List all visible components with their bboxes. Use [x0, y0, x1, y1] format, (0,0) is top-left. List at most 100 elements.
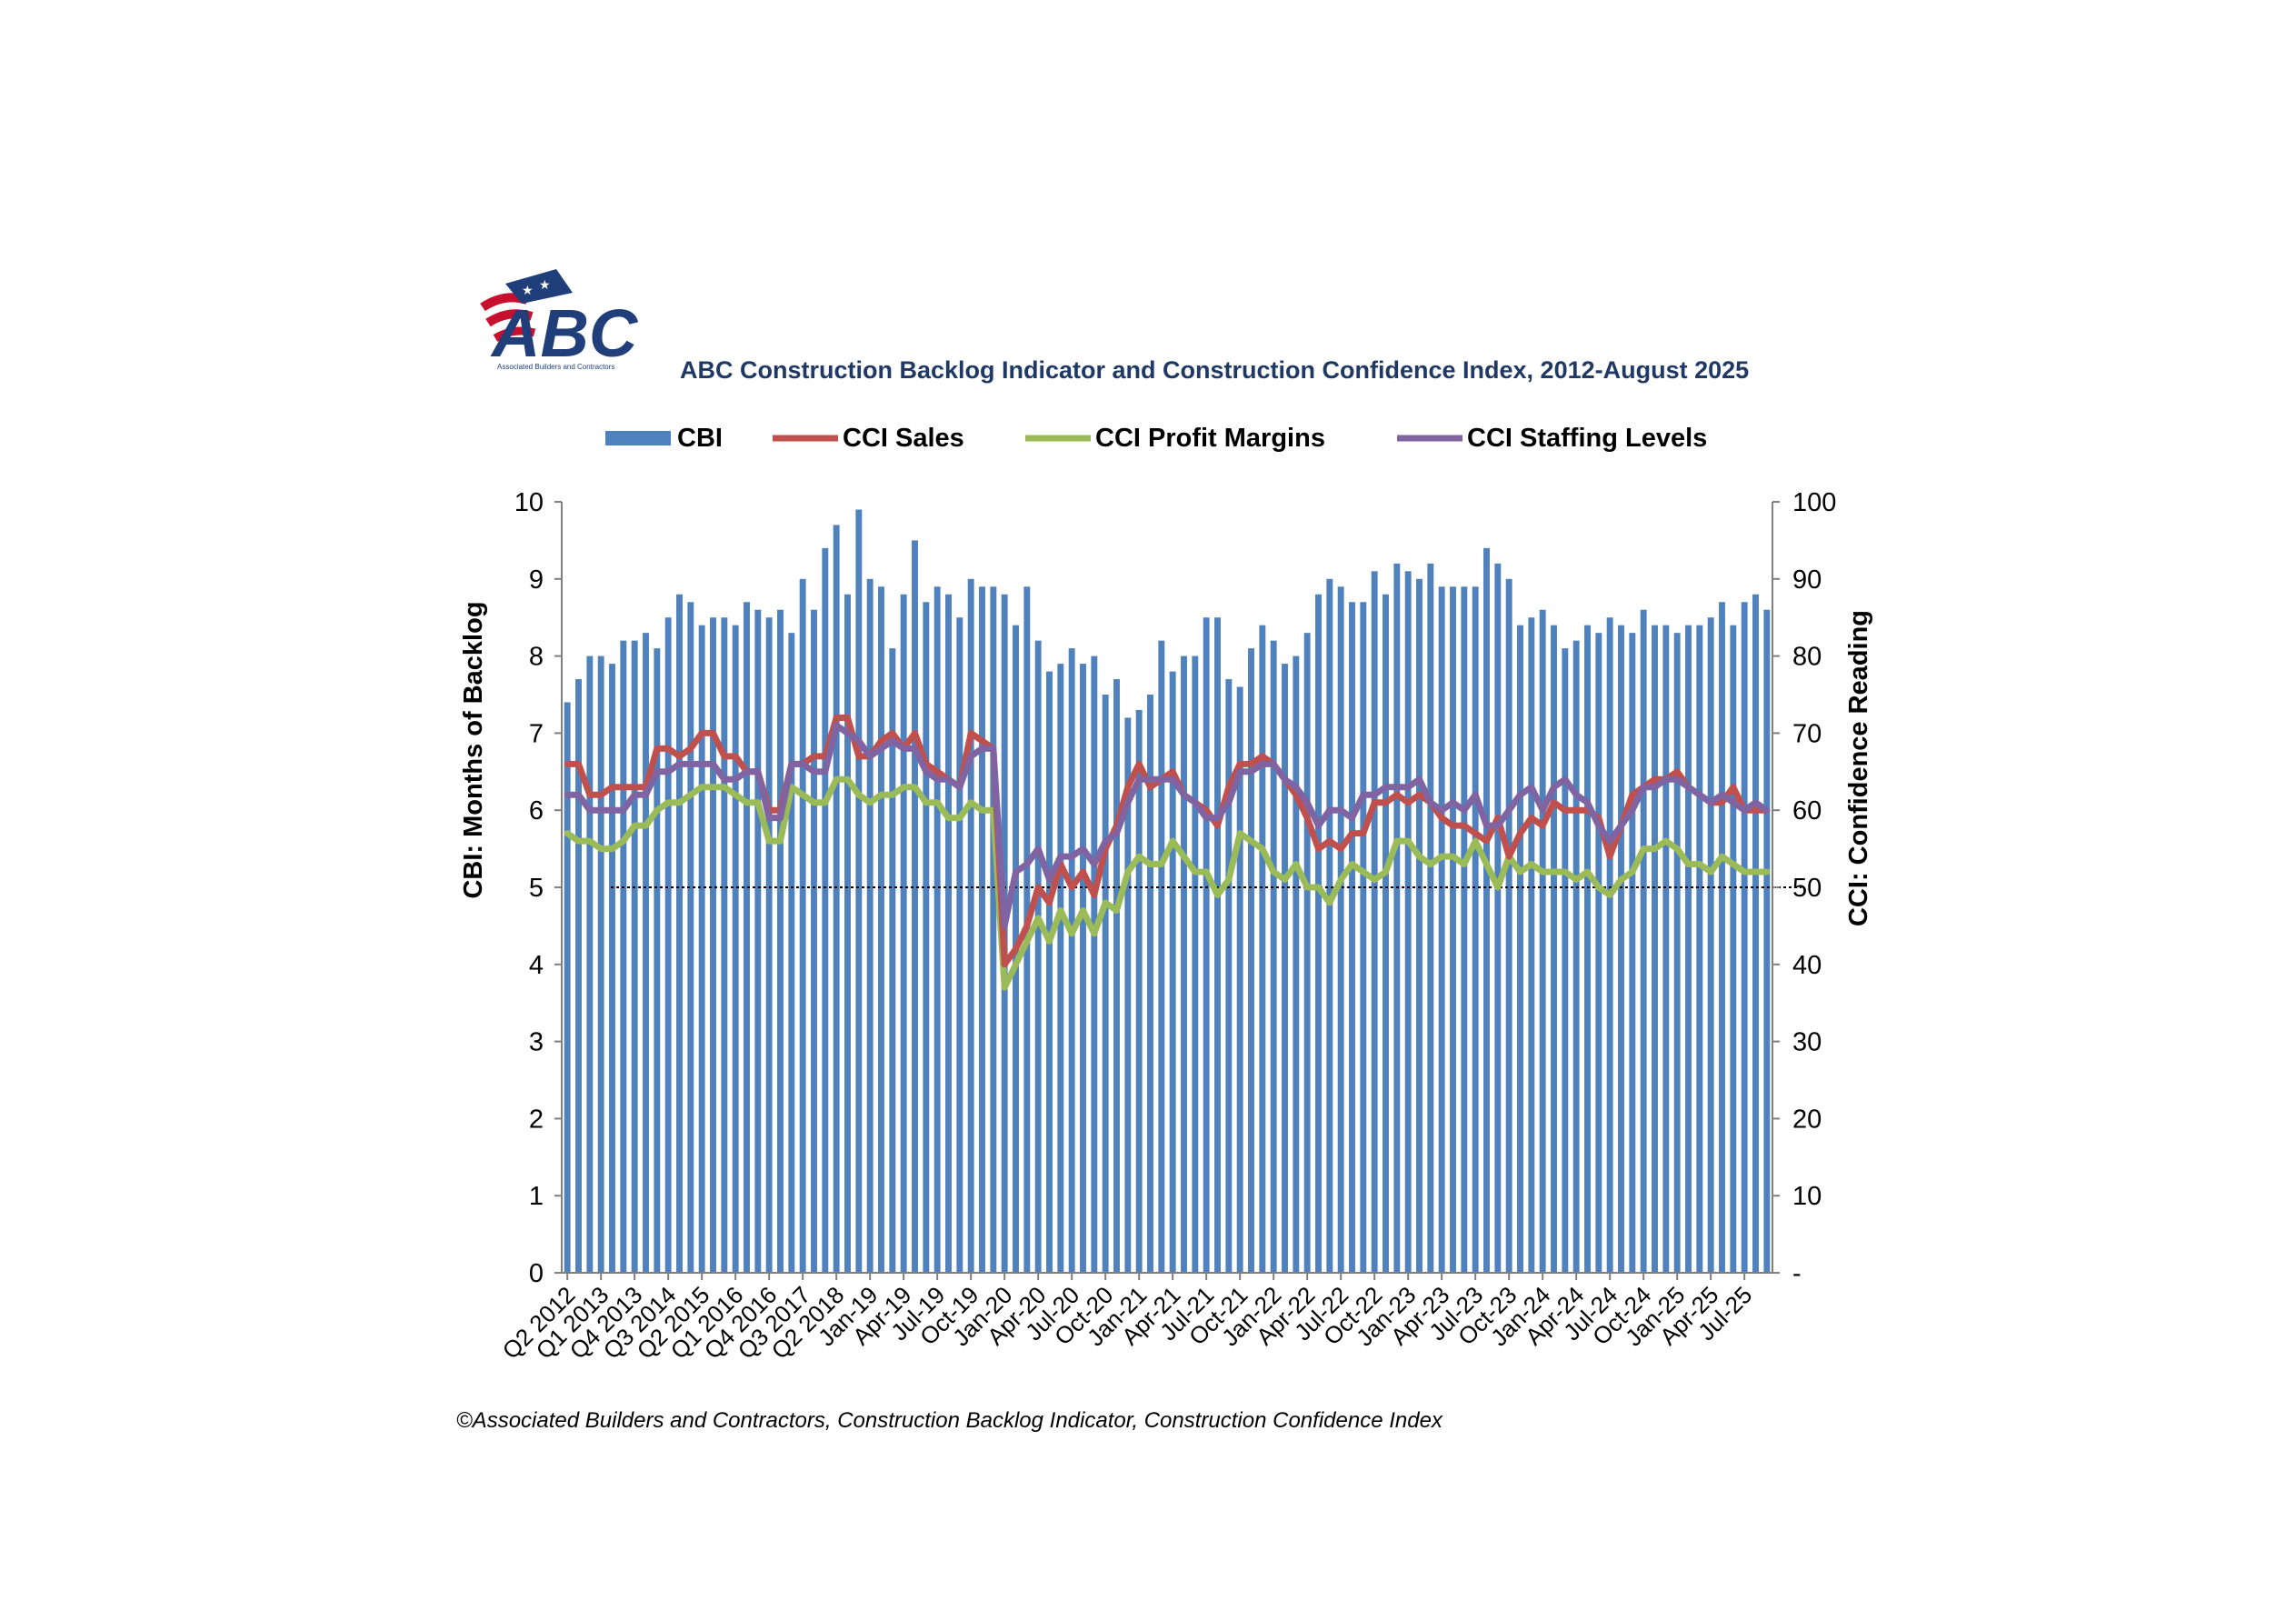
cbi-bar: [1046, 671, 1053, 1273]
cbi-bar: [1057, 664, 1064, 1273]
cbi-bar: [1113, 679, 1120, 1273]
cbi-bar: [1158, 640, 1165, 1273]
cbi-bar: [1124, 717, 1132, 1273]
logo-caption: Associated Builders and Contractors: [497, 363, 614, 371]
cbi-bar: [1652, 625, 1658, 1273]
cbi-bar: [1517, 625, 1523, 1273]
legend-label-cbi: CBI: [677, 424, 723, 453]
cbi-bar: [1225, 679, 1233, 1273]
cbi-bar: [866, 578, 873, 1273]
cbi-bar: [1147, 695, 1153, 1273]
cbi-bar: [643, 633, 649, 1273]
cbi-bar: [1135, 709, 1143, 1273]
cbi-bar: [1662, 625, 1670, 1273]
cbi-bar: [1383, 594, 1389, 1273]
cci-staffing-levels-line: [564, 722, 1771, 929]
cbi-bar: [1315, 594, 1322, 1273]
logo-star-icon: ★: [539, 278, 551, 293]
legend-label-profit: CCI Profit Margins: [1095, 424, 1325, 453]
cbi-bar: [609, 664, 615, 1273]
cbi-bar: [721, 617, 728, 1273]
cbi-bar: [1595, 633, 1602, 1273]
y-tick-label-left: 5: [529, 874, 544, 903]
cbi-bar: [1673, 633, 1681, 1273]
y-tick-label-right: 10: [1792, 1182, 1822, 1211]
cbi-bar: [1416, 578, 1423, 1273]
cbi-bar: [1270, 640, 1277, 1273]
cbi-bar: [1326, 578, 1333, 1273]
cbi-bar: [1494, 563, 1502, 1273]
y-tick-label-left: 8: [529, 643, 544, 672]
cbi-bar: [1181, 655, 1187, 1273]
cbi-bar: [620, 640, 627, 1273]
cbi-bar: [799, 578, 806, 1273]
y-tick-label-left: 6: [529, 796, 544, 826]
cbi-bar: [1169, 671, 1176, 1273]
legend-swatch-cbi: [605, 431, 671, 445]
cbi-bar: [1282, 664, 1288, 1273]
cbi-bar: [1080, 664, 1086, 1273]
cbi-bar: [788, 633, 795, 1273]
y-tick-label-left: 0: [529, 1259, 544, 1288]
cbi-bar: [979, 586, 985, 1273]
cbi-bar: [1562, 648, 1569, 1273]
cbi-bar: [967, 578, 974, 1273]
y-tick-label-left: 10: [514, 488, 544, 517]
abc-logo: ★ ★ ABC Associated Builders and Contract…: [480, 269, 639, 371]
logo-flag-stripe-2: [485, 309, 534, 327]
cbi-bar: [1696, 625, 1703, 1273]
cbi-bar: [855, 509, 863, 1273]
y-tick-label-right: 60: [1792, 796, 1822, 826]
cbi-bar: [1752, 594, 1759, 1273]
y-tick-label-right: 90: [1792, 565, 1822, 595]
cbi-bar: [900, 594, 907, 1273]
cbi-bar: [1618, 625, 1624, 1273]
cbi-bar: [912, 540, 918, 1273]
cbi-bars: [564, 509, 1771, 1273]
cbi-bar: [1483, 547, 1490, 1273]
legend: CBI CCI Sales CCI Profit Margins CCI Sta…: [605, 424, 1707, 453]
cbi-bar: [1528, 617, 1535, 1273]
legend-label-staffing: CCI Staffing Levels: [1467, 424, 1707, 453]
cbi-bar: [1259, 625, 1266, 1273]
cbi-bar: [1214, 617, 1221, 1273]
cbi-bar: [664, 617, 672, 1273]
y-tick-label-left: 9: [529, 565, 544, 595]
cbi-bar: [889, 648, 896, 1273]
cbi-bar: [1371, 571, 1378, 1273]
cbi-bar: [1102, 695, 1109, 1273]
cbi-bar: [597, 655, 604, 1273]
cbi-bar: [744, 602, 750, 1273]
cbi-bar: [564, 702, 571, 1273]
cbi-bar: [1393, 563, 1401, 1273]
cbi-bar: [586, 655, 594, 1273]
y-tick-label-left: 4: [529, 951, 544, 980]
cbi-bar: [676, 594, 683, 1273]
source-note: ©Associated Builders and Contractors, Co…: [456, 1408, 1443, 1433]
cbi-bar: [844, 594, 851, 1273]
y-tick-label-right: 20: [1792, 1105, 1822, 1134]
cbi-bar: [1427, 563, 1434, 1273]
cbi-bar: [1438, 586, 1445, 1273]
cbi-bar: [754, 609, 762, 1273]
cbi-bar: [811, 609, 817, 1273]
cbi-bar: [1349, 602, 1355, 1273]
cbi-bar: [1629, 633, 1636, 1273]
cbi-bar: [1572, 640, 1580, 1273]
cbi-bar: [1640, 609, 1647, 1273]
cbi-bar: [1551, 625, 1557, 1273]
cbi-bar: [732, 625, 739, 1273]
cbi-bar: [765, 617, 773, 1273]
cbi-bar: [710, 617, 716, 1273]
cci-lines: [564, 714, 1771, 991]
logo-flag-canton: [505, 269, 573, 304]
cbi-bar: [822, 547, 829, 1273]
cbi-bar: [631, 640, 638, 1273]
cbi-bar: [933, 586, 941, 1273]
y-tick-label-right: 50: [1792, 874, 1822, 903]
cbi-bar: [1472, 586, 1479, 1273]
chart-title: ABC Construction Backlog Indicator and C…: [680, 356, 1749, 384]
y-tick-label-left: 3: [529, 1028, 544, 1057]
